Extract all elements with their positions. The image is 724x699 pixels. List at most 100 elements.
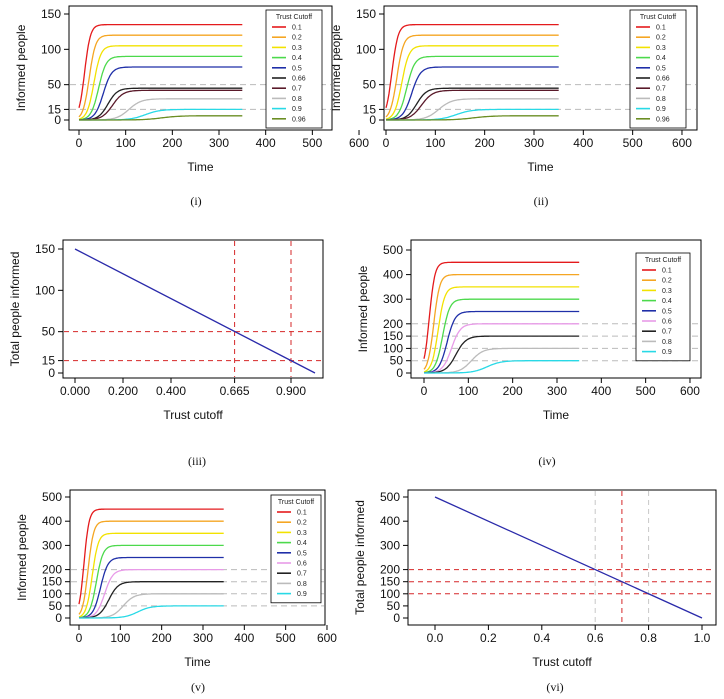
series-line: [386, 89, 559, 121]
y-tick-label: 100: [41, 42, 61, 56]
x-tick-label: 300: [524, 136, 544, 150]
plot-frame: [383, 5, 698, 131]
y-tick-label: 0: [396, 366, 403, 380]
legend-title: Trust Cutoff: [278, 499, 314, 506]
x-tick-label: 300: [193, 631, 213, 645]
panel-caption: (i): [190, 194, 201, 208]
x-tick-label: 0: [76, 631, 83, 645]
y-tick-label: 150: [380, 575, 400, 589]
x-tick-label: 500: [302, 136, 322, 150]
y-tick-label: 50: [48, 78, 62, 92]
x-tick-label: 0.0: [427, 631, 444, 645]
x-tick-label: 0.2: [480, 631, 497, 645]
legend-title: Trust Cutoff: [276, 14, 312, 21]
y-tick-label: 50: [387, 599, 401, 613]
legend-label: 0.7: [662, 329, 672, 336]
x-tick-label: 0.8: [640, 631, 657, 645]
legend-label: 0.5: [292, 65, 302, 72]
x-tick-label: 500: [623, 136, 643, 150]
legend-label: 0.5: [297, 550, 307, 557]
panel-p2: 0 100 200 300 400 500 60001550100150TimeInform…: [329, 5, 698, 174]
y-axis-label: Informed people: [329, 24, 343, 111]
plot-frame: [68, 5, 333, 131]
legend-label: 0.1: [297, 510, 307, 517]
x-tick-label: 0.000: [60, 384, 90, 398]
y-tick-label: 500: [383, 243, 403, 257]
series-line: [79, 581, 224, 619]
y-tick-label: 50: [49, 599, 63, 613]
legend-label: 0.4: [297, 540, 307, 547]
y-tick-label: 300: [42, 538, 62, 552]
y-tick-label: 400: [383, 268, 403, 282]
y-tick-label: 100: [42, 587, 62, 601]
legend-label: 0.1: [656, 25, 666, 32]
legend-label: 0.96: [292, 116, 306, 123]
legend-title: Trust Cutoff: [645, 257, 681, 264]
series-line: [79, 87, 243, 121]
legend-label: 0.3: [297, 530, 307, 537]
y-axis-label: Informed people: [356, 265, 370, 352]
legend-label: 0.3: [662, 288, 672, 295]
y-axis-label: Total people informed: [353, 500, 367, 615]
y-tick-label: 150: [42, 575, 62, 589]
series-line: [424, 360, 580, 374]
legend-label: 0.8: [292, 96, 302, 103]
x-axis-label: Time: [187, 160, 214, 174]
x-tick-label: 300: [209, 136, 229, 150]
y-tick-label: 300: [380, 538, 400, 552]
x-tick-label: 600: [672, 136, 692, 150]
legend-label: 0.4: [656, 55, 666, 62]
trend-line: [434, 496, 703, 619]
panel-p1: 0 100 200 300 400 500 60001550100150TimeInform…: [14, 5, 369, 174]
legend-label: 0.8: [662, 339, 672, 346]
series-line: [78, 508, 224, 605]
y-tick-label: 150: [356, 7, 376, 21]
legend-label: 0.2: [662, 278, 672, 285]
plot-frame: [410, 239, 702, 379]
y-axis-label: Total people informed: [8, 252, 22, 367]
y-tick-label: 150: [383, 329, 403, 343]
y-tick-label: 500: [42, 490, 62, 504]
legend-label: 0.9: [656, 106, 666, 113]
series-line: [423, 298, 580, 374]
y-tick-label: 150: [41, 7, 61, 21]
x-tick-label: 200: [152, 631, 172, 645]
legend-label: 0.4: [662, 298, 672, 305]
legend-label: 0.2: [292, 35, 302, 42]
series-line: [385, 23, 559, 108]
x-tick-label: 0.665: [220, 384, 250, 398]
series-line: [423, 261, 580, 359]
x-tick-label: 600: [680, 384, 700, 398]
x-tick-label: 500: [636, 384, 656, 398]
series-line: [78, 532, 224, 618]
y-tick-label: 0: [48, 366, 55, 380]
x-tick-label: 0: [76, 136, 83, 150]
x-tick-label: 400: [573, 136, 593, 150]
series-line: [385, 55, 559, 121]
series-line: [386, 87, 559, 121]
legend-label: 0.5: [662, 308, 672, 315]
series-line: [78, 45, 243, 120]
x-tick-label: 100: [425, 136, 445, 150]
x-tick-label: 200: [503, 384, 523, 398]
x-tick-label: 0.4: [533, 631, 550, 645]
x-tick-label: 0: [383, 136, 390, 150]
legend-label: 0.66: [292, 76, 306, 83]
y-tick-label: 50: [42, 325, 56, 339]
legend-label: 0.3: [656, 45, 666, 52]
x-tick-label: 0.200: [108, 384, 138, 398]
y-axis-label: Informed people: [15, 514, 29, 601]
trend-line: [74, 248, 316, 374]
y-tick-label: 0: [55, 611, 62, 625]
series-line: [79, 605, 224, 619]
series-line: [423, 273, 580, 370]
panel-p4: 0 100 200 300 400 500 600050100150200300400500…: [356, 239, 702, 422]
legend-label: 0.9: [292, 106, 302, 113]
x-tick-label: 400: [234, 631, 254, 645]
x-tick-label: 100: [458, 384, 478, 398]
x-tick-label: 200: [162, 136, 182, 150]
legend-title: Trust Cutoff: [640, 14, 676, 21]
x-tick-label: 1.0: [694, 631, 711, 645]
legend-label: 0.1: [292, 25, 302, 32]
